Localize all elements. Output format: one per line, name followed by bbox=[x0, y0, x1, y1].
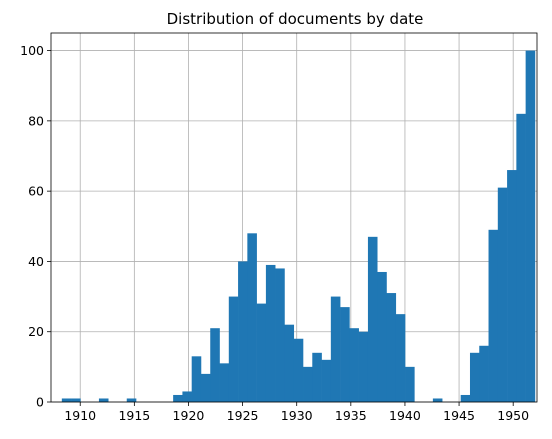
chart-title: Distribution of documents by date bbox=[167, 10, 424, 28]
histogram-bar bbox=[284, 324, 295, 402]
histogram-bar bbox=[479, 345, 489, 402]
histogram-bar bbox=[516, 113, 526, 402]
x-tick-label: 1925 bbox=[227, 408, 259, 423]
histogram-bar bbox=[173, 394, 183, 402]
x-tick-label: 1915 bbox=[118, 408, 150, 423]
histogram-bar bbox=[191, 356, 202, 402]
histogram-bar bbox=[219, 363, 230, 402]
histogram-bar bbox=[507, 170, 517, 402]
y-tick-label: 20 bbox=[28, 324, 44, 339]
y-tick-label: 100 bbox=[20, 43, 44, 58]
histogram-bar bbox=[312, 352, 322, 402]
histogram-bar bbox=[210, 328, 220, 402]
x-tick-label: 1930 bbox=[281, 408, 313, 423]
grid-lines bbox=[51, 33, 537, 403]
histogram-bar bbox=[71, 398, 81, 402]
histogram-bar bbox=[432, 398, 443, 402]
histogram-bar bbox=[126, 398, 137, 402]
histogram-bar bbox=[386, 293, 397, 402]
axes bbox=[47, 32, 538, 406]
x-tick-label: 1945 bbox=[443, 408, 475, 423]
histogram-bar bbox=[265, 264, 276, 402]
histogram-bar bbox=[256, 303, 267, 402]
histogram-bar bbox=[349, 328, 359, 402]
histogram-bar bbox=[200, 373, 211, 402]
histogram-bar bbox=[469, 352, 480, 402]
y-tick-label: 0 bbox=[36, 395, 44, 410]
x-tick-label: 1920 bbox=[173, 408, 205, 423]
plot-frame bbox=[50, 32, 538, 403]
histogram-bar bbox=[460, 394, 471, 402]
histogram-bar bbox=[488, 229, 499, 402]
histogram-bar bbox=[61, 398, 72, 402]
histogram-bar bbox=[238, 261, 248, 402]
x-tick-label: 1950 bbox=[497, 408, 529, 423]
histogram-bar bbox=[275, 268, 285, 402]
histogram-bar bbox=[303, 366, 313, 402]
x-tick-label: 1935 bbox=[335, 408, 367, 423]
histogram-bar bbox=[182, 391, 192, 402]
histogram-bar bbox=[497, 187, 508, 402]
histogram-bar bbox=[247, 233, 257, 402]
histogram-bar bbox=[358, 331, 369, 402]
histogram-bar bbox=[405, 366, 415, 402]
histogram-bar bbox=[330, 296, 341, 402]
histogram-bar bbox=[367, 236, 378, 402]
y-tick-label: 60 bbox=[28, 184, 44, 199]
histogram-bar bbox=[321, 359, 332, 402]
histogram-bar bbox=[340, 307, 350, 402]
histogram-bar bbox=[98, 398, 109, 402]
histogram-bar bbox=[377, 271, 387, 402]
y-tick-label: 40 bbox=[28, 254, 44, 269]
histogram-bar bbox=[293, 338, 304, 402]
histogram-bar bbox=[228, 296, 239, 402]
histogram-bar bbox=[395, 314, 406, 402]
histogram-bar bbox=[525, 50, 536, 402]
tick-labels: 1910 1915 1920 1925 1930 1935 1940 1945 1950 0 20 4… bbox=[20, 43, 529, 423]
y-tick-label: 80 bbox=[28, 113, 44, 128]
x-tick-label: 1940 bbox=[389, 408, 421, 423]
x-tick-label: 1910 bbox=[64, 408, 96, 423]
bars bbox=[61, 50, 536, 402]
